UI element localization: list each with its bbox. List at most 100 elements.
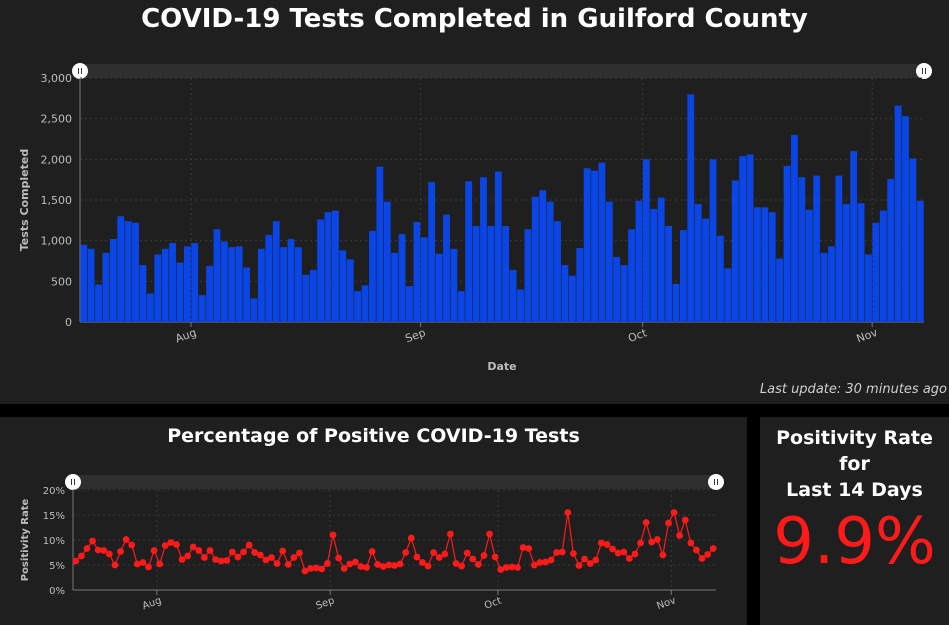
data-point: [586, 560, 594, 567]
data-point: [469, 555, 477, 563]
bar: [650, 208, 658, 322]
bar: [865, 254, 872, 322]
bar: [354, 291, 362, 322]
data-point: [614, 549, 622, 557]
x-tick-label: Nov: [855, 326, 880, 346]
data-point: [536, 559, 544, 566]
bar: [857, 203, 865, 322]
bar: [435, 253, 443, 322]
data-point: [195, 547, 203, 554]
data-point: [592, 556, 600, 564]
data-point: [318, 565, 326, 573]
bar: [457, 291, 465, 322]
bar: [287, 239, 295, 322]
data-point: [659, 551, 667, 559]
kpi-value: 9.9%: [773, 505, 936, 579]
kpi-title: Positivity Rate for Last 14 Days: [760, 425, 949, 503]
data-point: [441, 550, 449, 558]
bar: [554, 221, 561, 322]
data-point: [609, 545, 616, 553]
data-point: [642, 519, 650, 526]
data-point: [474, 561, 482, 568]
bar: [842, 204, 850, 322]
y-tick-label: 10%: [43, 536, 65, 547]
bar: [776, 258, 784, 322]
kpi-title-line2: Last 14 Days: [786, 479, 923, 501]
data-point: [486, 530, 493, 538]
bar: [509, 269, 517, 322]
bar: [309, 269, 317, 322]
zoom-handle-right[interactable]: [708, 474, 724, 490]
bar: [132, 222, 139, 322]
data-point: [631, 550, 639, 558]
zoom-handle-left[interactable]: [65, 474, 81, 490]
bar: [576, 247, 584, 322]
bar: [213, 229, 221, 322]
bar: [850, 151, 858, 322]
data-point: [228, 548, 236, 556]
bar: [280, 247, 287, 322]
bar: [820, 252, 828, 322]
data-point: [698, 555, 706, 562]
bar: [250, 298, 258, 322]
data-point: [396, 560, 404, 568]
bar: [361, 285, 369, 322]
bar: [731, 180, 739, 322]
bar: [813, 175, 821, 322]
bar: [702, 218, 709, 322]
bar: [872, 222, 880, 322]
bar: [346, 259, 354, 322]
data-point: [161, 542, 169, 549]
bar: [539, 190, 547, 322]
data-point: [525, 545, 533, 552]
bar: [642, 159, 650, 322]
zoom-handle-left[interactable]: [72, 63, 88, 79]
bar: [420, 237, 428, 322]
y-tick-label: 0: [65, 316, 72, 329]
data-point: [357, 563, 365, 570]
bar: [206, 265, 213, 322]
data-point: [189, 543, 197, 551]
data-point: [217, 557, 225, 565]
last-update-text: Last update: 30 minutes ago: [759, 382, 947, 397]
data-point: [570, 550, 577, 557]
positivity-panel: Percentage of Positive COVID-19 Tests 0%…: [0, 417, 747, 625]
data-point: [77, 552, 85, 560]
y-tick-label: 0%: [49, 586, 65, 597]
data-point: [625, 555, 633, 562]
zoom-scrollbar[interactable]: [80, 64, 924, 78]
bar: [450, 248, 458, 322]
zoom-scrollbar[interactable]: [73, 475, 716, 489]
bar: [109, 239, 117, 322]
bar: [665, 226, 672, 322]
data-point: [363, 564, 370, 571]
data-point: [200, 554, 208, 561]
zoom-handle-right[interactable]: [916, 63, 932, 79]
bar: [687, 94, 695, 323]
data-point: [676, 532, 684, 539]
data-point: [491, 553, 499, 561]
data-point: [508, 563, 516, 571]
data-point: [256, 551, 264, 559]
data-point: [530, 561, 538, 569]
data-point: [206, 547, 214, 554]
tests-panel: COVID-19 Tests Completed in Guilford Cou…: [0, 0, 949, 404]
bar: [376, 166, 384, 322]
data-point: [497, 566, 505, 573]
data-point: [251, 549, 259, 556]
bar: [635, 200, 643, 322]
data-point: [452, 560, 460, 567]
bar: [783, 165, 791, 322]
data-point: [575, 562, 583, 569]
data-point: [402, 549, 410, 556]
bar: [198, 295, 206, 322]
bar: [243, 267, 250, 322]
data-point: [240, 548, 247, 556]
data-point: [128, 541, 136, 549]
bar: [761, 207, 769, 322]
data-point: [687, 539, 695, 547]
data-point: [346, 560, 354, 568]
bar: [191, 243, 199, 322]
data-point: [122, 536, 130, 543]
data-point: [145, 563, 152, 571]
